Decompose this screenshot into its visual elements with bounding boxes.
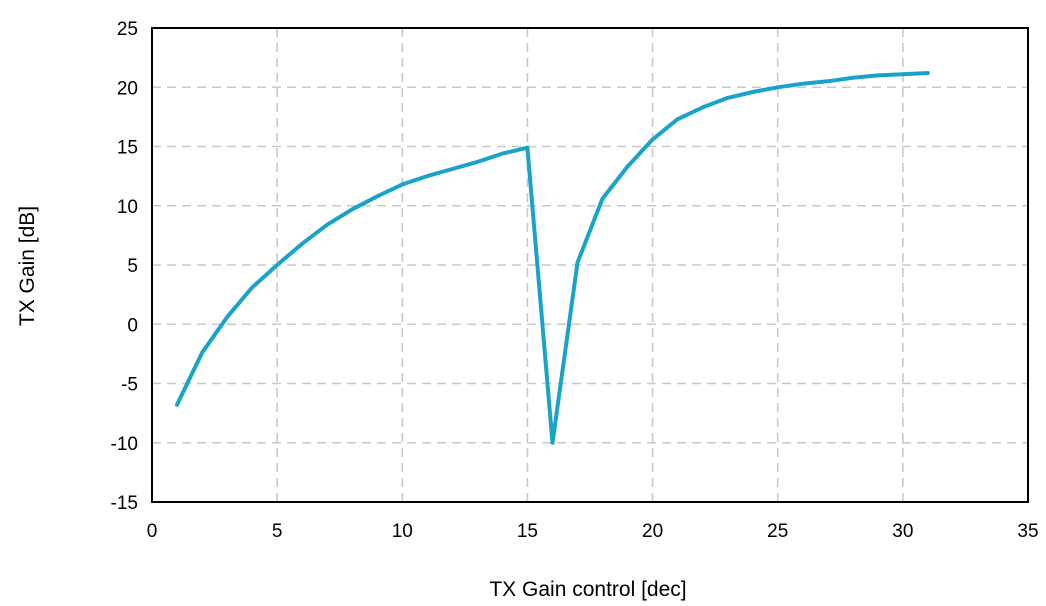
x-tick-label: 35 (1017, 521, 1038, 542)
series-layer (175, 71, 930, 445)
y-tick-label: -5 (121, 375, 138, 396)
x-axis-title: TX Gain control [dec] (489, 578, 686, 601)
y-axis-title: TX Gain [dB] (16, 206, 39, 326)
x-tick-label: 5 (272, 521, 283, 542)
gridlines (152, 28, 1028, 502)
x-tick-label: 15 (517, 521, 538, 542)
y-tick-label: 20 (117, 78, 138, 99)
y-tick-label: 0 (127, 315, 138, 336)
x-tick-label: 10 (392, 521, 413, 542)
series-line (175, 71, 930, 445)
y-tick-label: -10 (111, 434, 138, 455)
x-tick-label: 0 (147, 521, 158, 542)
y-tick-label: 15 (117, 138, 138, 159)
y-tick-label: 10 (117, 197, 138, 218)
tick-labels: 0 5 10 15 20 25 30 35 -15 -10 -5 0 5 10 15 20 25 (111, 19, 1039, 542)
y-tick-label: -15 (111, 493, 138, 514)
y-tick-label: 5 (127, 256, 138, 277)
x-tick-label: 20 (642, 521, 663, 542)
y-tick-label: 25 (117, 19, 138, 40)
x-tick-label: 30 (892, 521, 913, 542)
x-tick-label: 25 (767, 521, 788, 542)
plot-area-frame (151, 27, 1029, 503)
